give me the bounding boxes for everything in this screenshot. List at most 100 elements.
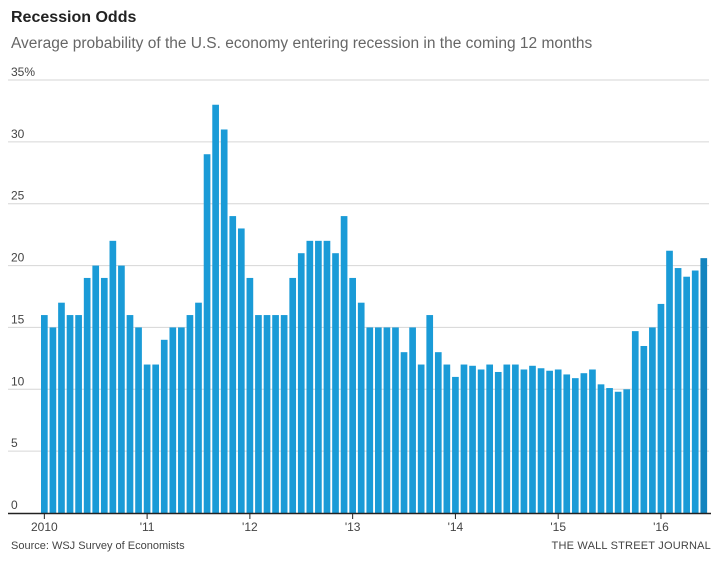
bar [195,302,202,513]
chart-subtitle: Average probability of the U.S. economy … [11,35,593,52]
bar [494,371,502,513]
bar [571,378,579,513]
bar [160,339,168,513]
bar [375,327,382,513]
bar [460,364,468,513]
bar [280,315,288,513]
x-tick-label: '14 [448,520,464,534]
bar [631,331,639,513]
bar [426,315,434,513]
bar [443,364,451,513]
x-tick-label: 2010 [31,520,58,534]
bar [383,327,391,513]
bar [75,315,82,513]
x-axis-ticks: 2010 '11 '12 '13 '14 '15 '16 [31,520,669,534]
bar [92,265,100,513]
x-tick-label: '16 [653,520,669,534]
bar [332,253,339,513]
bar [229,216,237,513]
x-axis [8,512,711,519]
y-tick-label: 5 [11,436,18,450]
bar [49,327,57,513]
bar [41,315,48,513]
y-tick-label: 30 [11,127,25,141]
y-tick-label: 25 [11,189,25,203]
bar [83,277,91,513]
bar [434,352,442,513]
bar [135,327,142,513]
bar [503,364,511,513]
bar [169,327,177,513]
bar [546,370,553,513]
y-axis-ticks: 0 5 10 15 20 25 30 35% [11,65,35,512]
bar [529,365,536,513]
bar [306,240,314,513]
y-tick-label: 20 [11,251,25,265]
x-tick-label: '12 [242,520,258,534]
bar [118,265,125,513]
bar [289,277,297,513]
y-tick-label: 0 [11,498,18,512]
bar [580,373,588,513]
bar [152,364,160,513]
bar [691,270,699,513]
bar [589,369,596,513]
bar [614,391,622,513]
bar [272,315,279,513]
bar [469,365,476,513]
bar [520,369,528,513]
bar [666,250,673,514]
bar [554,369,562,513]
bar [409,327,416,513]
bar [66,315,74,513]
bar [597,384,605,513]
bar [649,327,656,513]
bar [109,240,117,513]
bar [537,368,545,513]
bar [392,327,399,513]
bar [315,240,322,513]
bar [606,388,613,513]
bar [323,240,331,513]
bar [100,277,108,513]
bar [657,303,665,513]
bar [700,258,708,513]
bar [366,327,374,513]
bar [237,228,245,513]
bar [486,364,494,513]
bar [400,352,408,513]
bar [417,364,425,513]
bar [340,216,348,513]
bar [674,268,682,513]
x-tick-label: '13 [345,520,361,534]
bar [563,374,571,513]
bar [640,345,648,513]
y-tick-label: 10 [11,374,25,388]
bar [452,376,459,513]
bar [143,364,151,513]
bar [683,276,690,513]
bar [477,369,485,513]
bar [263,315,271,513]
bar [255,315,262,513]
bar [186,315,194,513]
bar [178,327,185,513]
bar [623,389,631,513]
bar [297,253,305,513]
publisher-credit: THE WALL STREET JOURNAL [551,540,711,552]
bar [246,277,254,513]
y-tick-label: 15 [11,312,25,326]
bar [212,104,219,514]
bar [220,129,228,514]
bar [349,277,356,513]
bars [41,104,708,514]
bar [126,315,134,513]
chart-title: Recession Odds [11,9,137,26]
bar [512,364,519,513]
source-note: Source: WSJ Survey of Economists [11,540,185,552]
bar [203,154,211,514]
x-tick-label: '11 [140,520,155,534]
y-tick-label: 35% [11,65,35,79]
bar [357,302,365,513]
